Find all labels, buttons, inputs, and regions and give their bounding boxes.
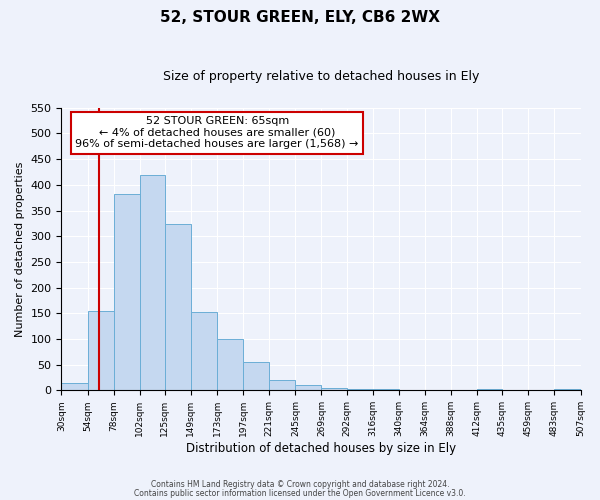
Bar bbox=[217, 339, 243, 390]
Text: 52, STOUR GREEN, ELY, CB6 2WX: 52, STOUR GREEN, ELY, CB6 2WX bbox=[160, 10, 440, 25]
Bar bbox=[347, 389, 373, 390]
Bar bbox=[140, 174, 165, 390]
Bar bbox=[88, 310, 113, 390]
X-axis label: Distribution of detached houses by size in Ely: Distribution of detached houses by size … bbox=[186, 442, 456, 455]
Bar bbox=[165, 224, 191, 390]
Bar bbox=[61, 382, 88, 390]
Bar bbox=[191, 312, 217, 390]
Bar bbox=[322, 388, 347, 390]
Bar bbox=[269, 380, 295, 390]
Text: Contains HM Land Registry data © Crown copyright and database right 2024.: Contains HM Land Registry data © Crown c… bbox=[151, 480, 449, 489]
Text: Contains public sector information licensed under the Open Government Licence v3: Contains public sector information licen… bbox=[134, 489, 466, 498]
Title: Size of property relative to detached houses in Ely: Size of property relative to detached ho… bbox=[163, 70, 479, 83]
Y-axis label: Number of detached properties: Number of detached properties bbox=[15, 162, 25, 337]
Text: 52 STOUR GREEN: 65sqm
← 4% of detached houses are smaller (60)
96% of semi-detac: 52 STOUR GREEN: 65sqm ← 4% of detached h… bbox=[76, 116, 359, 150]
Bar bbox=[243, 362, 269, 390]
Bar bbox=[113, 194, 140, 390]
Bar bbox=[295, 385, 322, 390]
